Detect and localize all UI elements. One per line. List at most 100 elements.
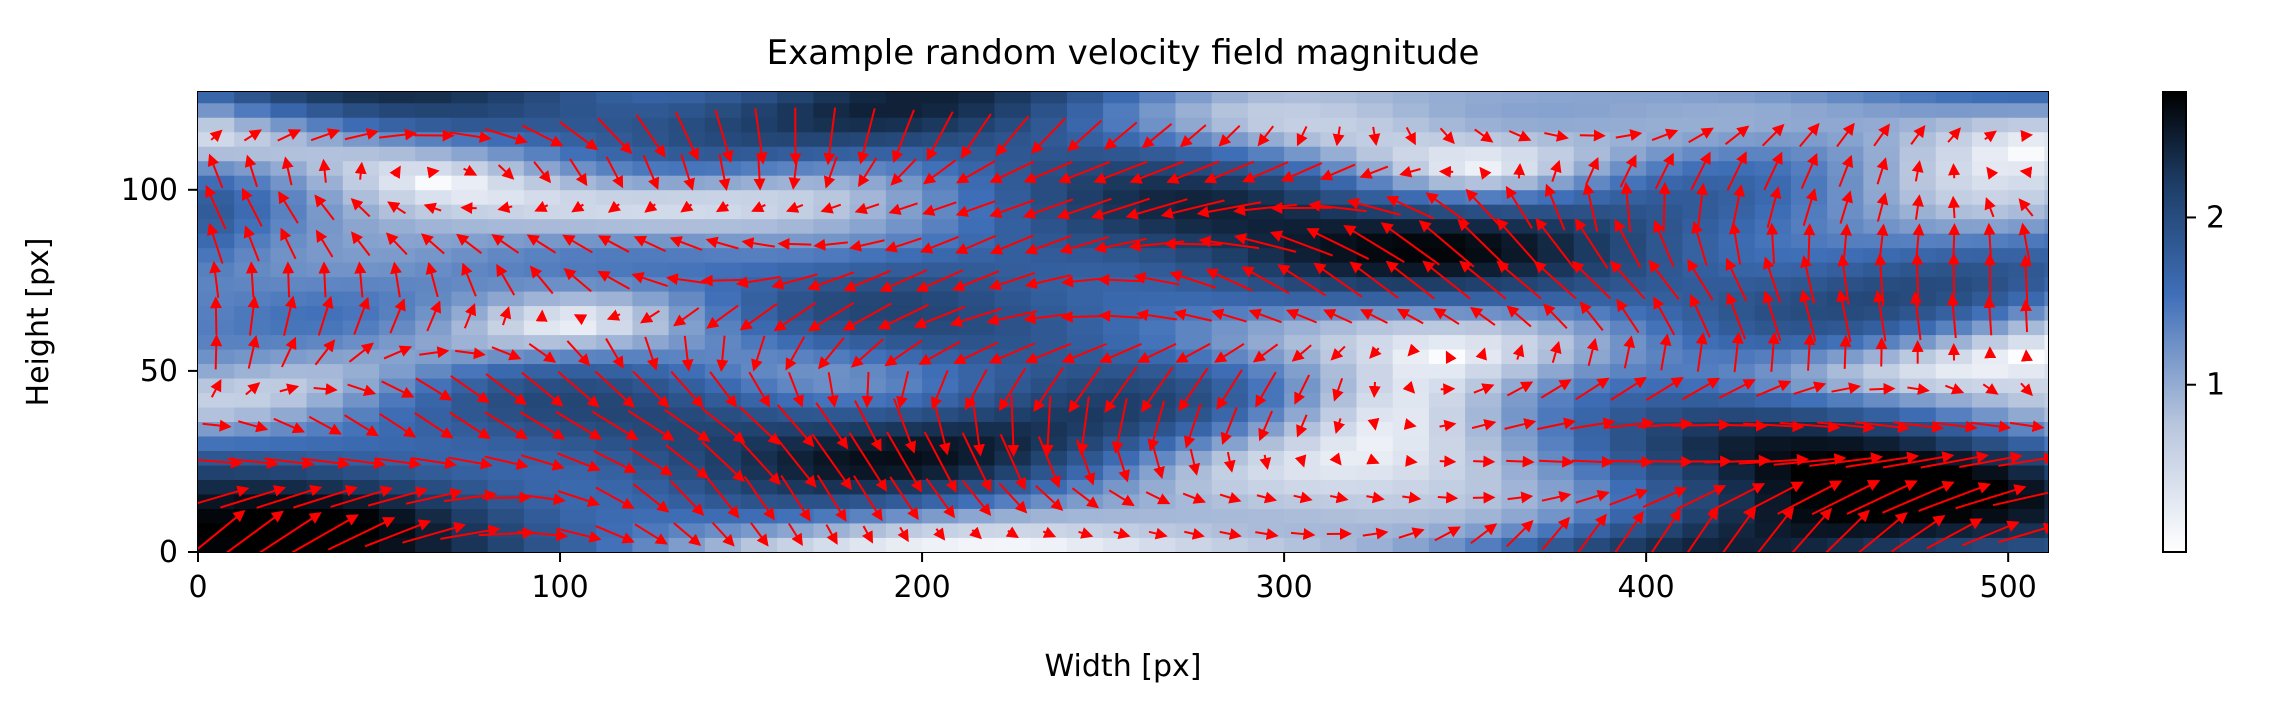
heatmap-cell <box>849 102 887 118</box>
heatmap-cell <box>1066 247 1104 263</box>
velocity-arrow <box>1223 451 1236 473</box>
heatmap-cell <box>306 146 344 162</box>
heatmap-cell <box>1754 537 1792 552</box>
velocity-arrow <box>1992 491 2048 507</box>
heatmap-cell <box>668 175 706 191</box>
heatmap-cell <box>1682 175 1719 191</box>
velocity-arrow <box>496 263 516 296</box>
heatmap-cell <box>1935 334 1973 350</box>
heatmap-cell <box>415 247 452 263</box>
heatmap-cell <box>1971 146 2009 162</box>
heatmap-cell <box>1066 320 1104 336</box>
heatmap-cell <box>1139 102 1176 118</box>
velocity-arrow <box>642 154 660 190</box>
heatmap-cell <box>704 494 742 509</box>
heatmap-cell <box>1428 421 1466 437</box>
heatmap-cell <box>632 305 670 321</box>
heatmap-cell <box>415 92 452 104</box>
velocity-quiver-overlay <box>198 107 2048 552</box>
heatmap-cell <box>560 102 597 118</box>
heatmap-cell <box>451 233 489 249</box>
heatmap-cell <box>922 363 959 379</box>
heatmap-cell <box>1682 479 1719 495</box>
heatmap-cell <box>1573 349 1611 365</box>
velocity-arrow <box>1609 488 1649 506</box>
velocity-arrow <box>491 346 522 361</box>
velocity-arrow <box>632 370 670 409</box>
heatmap-cell <box>885 262 923 278</box>
heatmap-cell <box>632 363 670 379</box>
heatmap-cell <box>813 334 851 350</box>
heatmap-cell <box>198 189 235 205</box>
heatmap-cell <box>1392 92 1430 104</box>
velocity-arrow <box>520 454 565 471</box>
y-tick-label: 0 <box>159 535 178 570</box>
heatmap-cell <box>1428 189 1466 205</box>
velocity-arrow <box>718 154 731 192</box>
heatmap-cell <box>1356 291 1394 307</box>
velocity-arrow <box>1840 223 1853 263</box>
heatmap-cell <box>1392 117 1430 133</box>
heatmap-cell <box>1646 276 1683 292</box>
heatmap-cell <box>741 363 778 379</box>
velocity-arrow <box>897 526 909 543</box>
heatmap-cell <box>1284 146 1321 162</box>
velocity-arrow <box>237 420 269 433</box>
velocity-arrow <box>706 477 740 519</box>
heatmap-cell <box>1247 291 1285 307</box>
heatmap-cell <box>668 160 706 176</box>
heatmap-cell <box>668 117 706 133</box>
heatmap-cell <box>1139 436 1176 451</box>
velocity-arrow <box>425 261 439 298</box>
heatmap-cell <box>994 537 1032 552</box>
velocity-arrow <box>1405 454 1418 467</box>
heatmap-cell <box>1247 363 1285 379</box>
velocity-arrow <box>499 306 512 326</box>
velocity-arrow <box>247 295 260 336</box>
velocity-arrow <box>379 413 417 438</box>
heatmap-cell <box>885 175 923 191</box>
heatmap-cell <box>1682 189 1719 205</box>
heatmap-cell <box>1066 92 1104 104</box>
heatmap-cell <box>1501 392 1538 408</box>
heatmap-cell <box>596 305 633 321</box>
heatmap-cell <box>1754 102 1792 118</box>
x-axis-label: Width [px] <box>1045 649 1202 684</box>
velocity-arrow <box>1571 455 1614 468</box>
velocity-arrow <box>1614 510 1644 552</box>
velocity-arrow <box>748 371 770 408</box>
heatmap-cell <box>668 494 706 509</box>
heatmap-cell <box>1320 291 1357 307</box>
heatmap-cell <box>1465 92 1502 104</box>
heatmap-cell <box>1428 305 1466 321</box>
heatmap-cell <box>2008 392 2045 408</box>
heatmap-cell <box>1935 363 1973 379</box>
heatmap-cell <box>234 363 271 379</box>
velocity-arrow <box>1948 223 1961 264</box>
heatmap-cell <box>1284 523 1321 538</box>
heatmap-cell <box>1211 92 1249 104</box>
heatmap-cell <box>1392 494 1430 509</box>
heatmap-cell <box>342 175 380 191</box>
heatmap-cell <box>1392 363 1430 379</box>
heatmap-cell <box>958 320 995 336</box>
heatmap-cell <box>596 92 633 104</box>
heatmap-cell <box>2044 175 2048 191</box>
velocity-arrow <box>534 200 549 212</box>
heatmap-cell <box>741 320 778 336</box>
heatmap-cell <box>234 320 271 336</box>
heatmap-cell <box>1682 218 1719 234</box>
heatmap-cell <box>1935 508 1973 524</box>
heatmap-cell <box>1066 392 1104 408</box>
heatmap-cell <box>1066 291 1104 307</box>
heatmap-cell <box>523 117 561 133</box>
heatmap-cell <box>1428 407 1466 423</box>
heatmap-cell <box>379 233 416 249</box>
heatmap-cell <box>1247 262 1285 278</box>
heatmap-cell <box>1139 421 1176 437</box>
heatmap-cell <box>1139 334 1176 350</box>
heatmap-cell <box>1646 436 1683 451</box>
heatmap-cell <box>704 117 742 133</box>
heatmap-cell <box>234 407 271 423</box>
heatmap-cell <box>1428 465 1466 480</box>
